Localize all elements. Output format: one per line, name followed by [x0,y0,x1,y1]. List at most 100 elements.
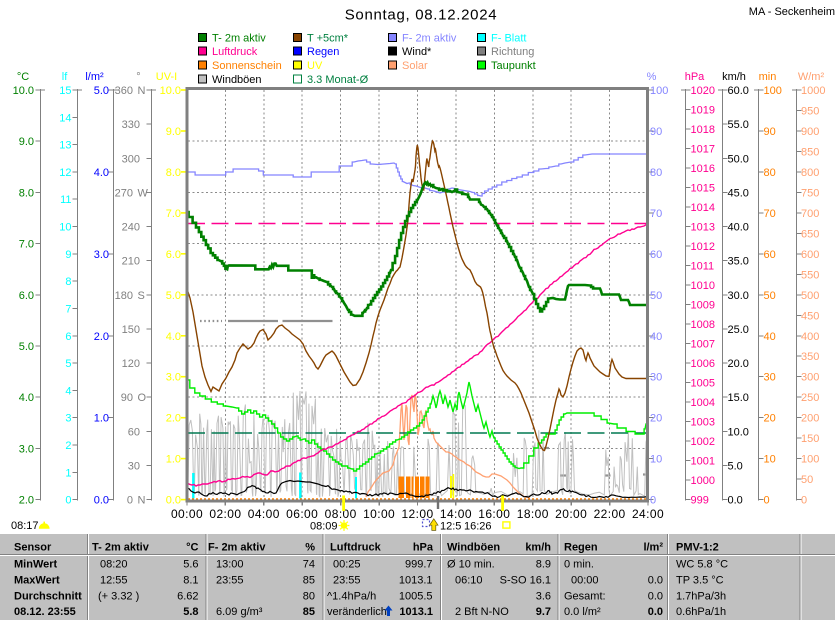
svg-text:14:00: 14:00 [440,507,472,521]
svg-text:5.0: 5.0 [19,341,34,353]
svg-text:85: 85 [303,606,315,618]
svg-text:T- 2m aktiv: T- 2m aktiv [92,542,150,554]
svg-text:Sensor: Sensor [14,542,52,554]
svg-text:%: % [647,71,657,83]
svg-text:N: N [138,85,146,97]
svg-text:7.0: 7.0 [19,239,34,251]
svg-text:240: 240 [122,222,140,234]
svg-text:40.0: 40.0 [728,222,749,234]
svg-text:10.0: 10.0 [160,85,181,97]
svg-text:24:00: 24:00 [632,507,664,521]
svg-text:Windböen: Windböen [447,542,500,554]
svg-text:MinWert: MinWert [14,559,58,571]
svg-text:100: 100 [764,85,782,97]
svg-text:08.12. 23:55: 08.12. 23:55 [14,606,76,618]
svg-text:45.0: 45.0 [728,187,749,199]
svg-text:0.0: 0.0 [94,495,109,507]
svg-text:80: 80 [303,590,315,602]
svg-text:999.7: 999.7 [405,559,433,571]
svg-text:7.0: 7.0 [166,208,181,220]
svg-text:0.0: 0.0 [648,574,663,586]
svg-text:60.0: 60.0 [728,85,749,97]
svg-text:PMV-1:2: PMV-1:2 [676,542,719,554]
svg-text:1013.1: 1013.1 [399,574,433,586]
svg-text:12: 12 [59,167,71,179]
svg-text:0.0: 0.0 [166,495,181,507]
svg-text:13:00: 13:00 [216,559,244,571]
svg-text:999: 999 [691,495,709,507]
svg-text:°: ° [136,71,140,83]
svg-text:Ø 10 min.: Ø 10 min. [447,559,495,571]
svg-text:120: 120 [122,358,140,370]
svg-text:6.09 g/m³: 6.09 g/m³ [216,606,263,618]
svg-text:F- Blatt: F- Blatt [491,32,526,44]
svg-text:0: 0 [650,495,656,507]
svg-text:12:5: 12:5 [440,521,461,533]
svg-text:08:20: 08:20 [100,559,128,571]
svg-text:250: 250 [801,392,819,404]
svg-text:1002: 1002 [691,436,715,448]
svg-text:1020: 1020 [691,85,715,97]
svg-text:06:00: 06:00 [286,507,318,521]
svg-text:85: 85 [303,574,315,586]
svg-text:600: 600 [801,249,819,261]
svg-text:4.0: 4.0 [166,331,181,343]
svg-text:10: 10 [59,222,71,234]
svg-text:1000: 1000 [691,475,715,487]
svg-text:1005.5: 1005.5 [399,590,433,602]
svg-text:Solar: Solar [402,60,428,72]
svg-text:80: 80 [650,167,662,179]
svg-text:30: 30 [128,461,140,473]
svg-text:800: 800 [801,167,819,179]
svg-text:15.0: 15.0 [728,392,749,404]
svg-text:08:09: 08:09 [310,521,338,533]
svg-text:90: 90 [650,126,662,138]
svg-text:^1.4hPa/h: ^1.4hPa/h [327,590,376,602]
svg-text:1006: 1006 [691,358,715,370]
svg-text:1018: 1018 [691,124,715,136]
svg-text:5.8: 5.8 [183,606,198,618]
svg-text:400: 400 [801,331,819,343]
svg-text:5.6: 5.6 [183,559,198,571]
svg-text:30.0: 30.0 [728,290,749,302]
svg-text:6.62: 6.62 [177,590,198,602]
svg-text:150: 150 [122,324,140,336]
svg-text:70: 70 [650,208,662,220]
svg-text:60: 60 [650,249,662,261]
svg-text:1.0: 1.0 [166,454,181,466]
svg-text:T +5cm*: T +5cm* [307,32,349,44]
svg-text:00:00: 00:00 [171,507,203,521]
svg-text:20:00: 20:00 [555,507,587,521]
svg-text:3.0: 3.0 [94,249,109,261]
svg-text:MaxWert: MaxWert [14,574,60,586]
svg-text:900: 900 [801,126,819,138]
svg-text:lf: lf [62,71,68,83]
svg-text:02:00: 02:00 [209,507,241,521]
svg-text:min: min [759,71,777,83]
svg-text:500: 500 [801,290,819,302]
svg-text:12:55: 12:55 [100,574,128,586]
svg-text:0.0: 0.0 [728,495,743,507]
svg-text:9.0: 9.0 [166,126,181,138]
svg-text:350: 350 [801,351,819,363]
svg-text:5.0: 5.0 [728,461,743,473]
svg-text:10: 10 [650,454,662,466]
svg-text:1000: 1000 [801,85,825,97]
svg-text:UV-I: UV-I [156,71,177,83]
svg-text:l/m²: l/m² [85,71,104,83]
svg-text:0: 0 [127,495,133,507]
svg-text:0: 0 [801,495,807,507]
svg-text:1017: 1017 [691,144,715,156]
svg-text:1009: 1009 [691,300,715,312]
svg-text:UV: UV [307,60,323,72]
svg-text:00:25: 00:25 [333,559,361,571]
svg-text:Regen: Regen [307,46,339,58]
svg-text:06:10: 06:10 [455,574,483,586]
svg-text:13: 13 [59,140,71,152]
svg-text:1001: 1001 [691,456,715,468]
svg-text:T- 2m aktiv: T- 2m aktiv [212,32,266,44]
svg-text:270: 270 [115,187,133,199]
svg-text:0: 0 [764,495,770,507]
svg-text:Regen: Regen [564,542,598,554]
svg-text:04:00: 04:00 [248,507,280,521]
